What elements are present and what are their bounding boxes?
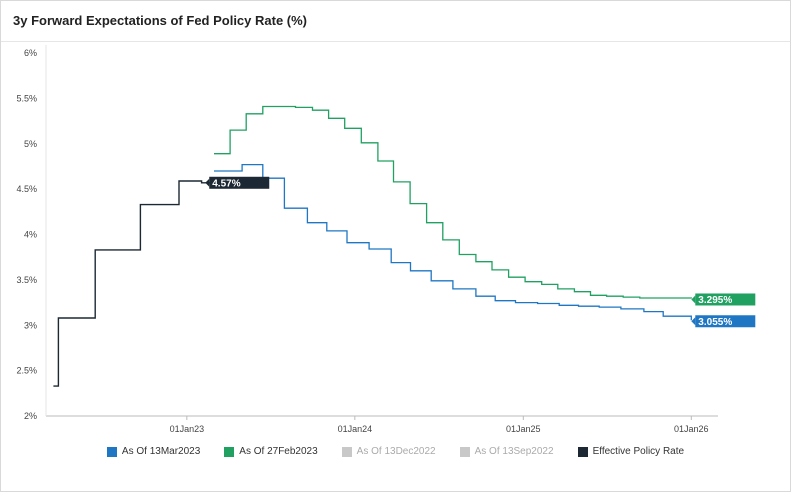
x-tick-label: 01Jan23 xyxy=(170,424,205,434)
legend-swatch xyxy=(341,446,352,457)
y-tick-label: 3.5% xyxy=(16,275,37,285)
legend-swatch xyxy=(459,446,470,457)
legend-item[interactable]: As Of 13Sep2022 xyxy=(459,446,554,457)
end-label-effective-policy-rate-box xyxy=(209,176,270,189)
legend-swatch xyxy=(577,446,588,457)
y-tick-label: 5% xyxy=(24,139,37,149)
x-tick-label: 01Jan24 xyxy=(338,424,373,434)
end-label-13mar2023-text: 3.055% xyxy=(698,317,732,328)
chart-legend: As Of 13Mar2023 As Of 27Feb2023 As Of 13De… xyxy=(0,446,791,457)
legend-swatch xyxy=(224,446,235,457)
y-tick-label: 5.5% xyxy=(16,93,37,103)
legend-label: Effective Policy Rate xyxy=(592,446,685,457)
y-tick-label: 4.5% xyxy=(16,184,37,194)
chart-header: 3y Forward Expectations of Fed Policy Ra… xyxy=(1,1,790,42)
y-tick-label: 6% xyxy=(24,48,37,58)
y-tick-label: 4% xyxy=(24,230,37,240)
end-label-27feb2023-text: 3.295% xyxy=(698,295,732,306)
end-label-13mar2023-box xyxy=(695,315,756,328)
legend-item[interactable]: As Of 13Mar2023 xyxy=(106,446,201,457)
end-label-effective-policy-rate: 4.57% xyxy=(205,176,270,189)
legend-label: As Of 13Dec2022 xyxy=(356,446,436,457)
end-label-effective-policy-rate-text: 4.57% xyxy=(212,178,240,189)
end-label-27feb2023-pointer xyxy=(691,295,696,304)
legend-swatch xyxy=(106,446,117,457)
series-line-effective-policy-rate xyxy=(53,180,251,387)
end-label-27feb2023-box xyxy=(695,293,756,306)
y-tick-label: 3% xyxy=(24,320,37,330)
legend-item[interactable]: Effective Policy Rate xyxy=(577,446,685,457)
legend-label: As Of 13Mar2023 xyxy=(121,446,201,457)
legend-item[interactable]: As Of 13Dec2022 xyxy=(341,446,436,457)
y-tick-label: 2.5% xyxy=(16,366,37,376)
legend-item[interactable]: As Of 27Feb2023 xyxy=(224,446,318,457)
end-label-effective-policy-rate-pointer xyxy=(205,178,210,187)
end-label-27feb2023: 3.295% xyxy=(691,293,756,306)
legend-label: As Of 27Feb2023 xyxy=(239,446,318,457)
x-tick-label: 01Jan26 xyxy=(674,424,709,434)
series-line-as-of-27feb2023 xyxy=(214,105,692,299)
chart-title: 3y Forward Expectations of Fed Policy Ra… xyxy=(13,13,308,28)
series-line-as-of-13mar2023 xyxy=(214,163,692,321)
y-tick-label: 2% xyxy=(24,411,37,421)
end-label-13mar2023: 3.055% xyxy=(691,315,756,328)
legend-label: As Of 13Sep2022 xyxy=(474,446,554,457)
end-label-13mar2023-pointer xyxy=(691,317,696,326)
x-tick-label: 01Jan25 xyxy=(506,424,541,434)
